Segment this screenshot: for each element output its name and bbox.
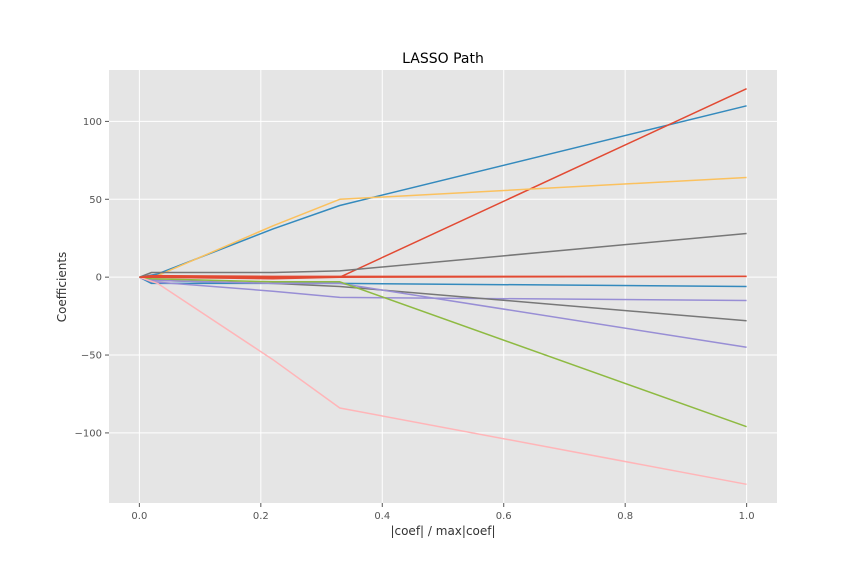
x-tick-label: 0.6 [496, 511, 512, 522]
x-tick-label: 0.2 [253, 511, 269, 522]
coefficient-path-line-10 [139, 276, 747, 428]
x-tick-label: 1.0 [739, 511, 755, 522]
y-tick-label: −50 [81, 351, 102, 362]
y-tick-label: 100 [83, 117, 102, 128]
y-tick-label: 50 [89, 195, 102, 206]
y-tick-label: −100 [75, 428, 102, 439]
coefficient-path-line-4 [139, 232, 747, 278]
x-tick-label: 0.4 [374, 511, 390, 522]
y-tick-label: 0 [96, 273, 102, 284]
x-tick-label: 0.0 [131, 511, 147, 522]
x-axis-ticks: 0.0 0.2 0.4 0.6 0.8 1.0 [131, 503, 755, 522]
x-axis-label: |coef| / max|coef| [390, 524, 495, 538]
y-axis-ticks: −100 −50 0 50 100 [75, 117, 109, 439]
series-layer [139, 88, 747, 486]
x-tick-label: 0.8 [617, 511, 633, 522]
y-axis-label: Coefficients [55, 252, 69, 323]
coefficient-path-line-11 [139, 276, 747, 486]
chart-title: LASSO Path [402, 51, 484, 67]
coefficient-path-line-12 [139, 275, 747, 280]
